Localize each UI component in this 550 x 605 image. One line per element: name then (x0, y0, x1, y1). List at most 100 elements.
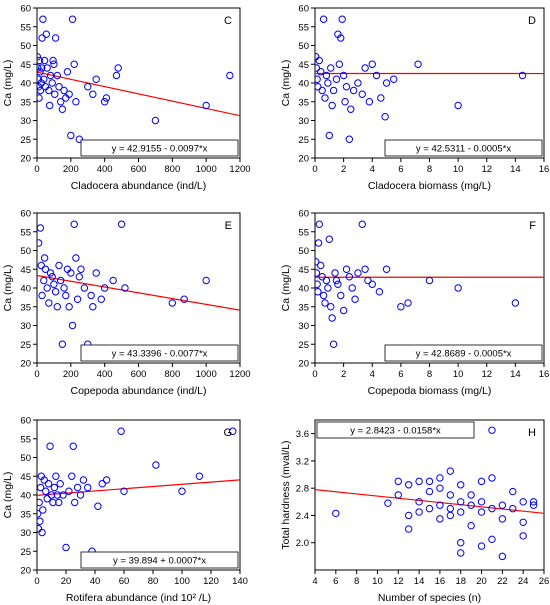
data-point (328, 314, 336, 322)
data-point (446, 491, 455, 499)
data-point (76, 491, 85, 499)
data-point (519, 498, 527, 506)
y-tick-label: 55 (20, 22, 31, 33)
data-point (322, 71, 331, 80)
data-point (67, 131, 75, 140)
x-tick-label: 0 (34, 576, 39, 587)
data-point (327, 303, 335, 311)
data-point (381, 113, 389, 121)
data-point (84, 83, 92, 91)
data-point (37, 79, 45, 87)
data-point (45, 101, 54, 110)
plot-frame (314, 7, 545, 159)
y-tick-label: 40 (298, 284, 309, 295)
data-point (457, 508, 465, 516)
data-point (349, 86, 358, 95)
x-tick-label: 16 (539, 369, 550, 380)
x-tick-label: 16 (539, 164, 550, 175)
data-point (354, 79, 362, 87)
y-tick-label: 45 (20, 472, 31, 483)
data-point (37, 525, 43, 533)
data-point (315, 258, 320, 266)
data-layer (37, 220, 240, 348)
data-point (41, 83, 50, 91)
data-point (92, 75, 100, 83)
data-point (58, 340, 67, 348)
data-point (73, 295, 82, 303)
data-point (75, 135, 83, 143)
data-point (457, 549, 465, 557)
x-tick-label: 100 (174, 576, 190, 587)
data-point (404, 299, 412, 307)
x-tick-label: 10 (372, 576, 383, 587)
data-point (37, 94, 43, 102)
data-point (477, 498, 486, 506)
data-point (334, 280, 342, 288)
data-point (37, 498, 43, 507)
data-point (358, 90, 366, 98)
data-point (68, 472, 76, 480)
y-tick-label: 60 (298, 209, 309, 220)
data-layer (315, 15, 544, 143)
data-point (49, 498, 57, 507)
data-point (151, 116, 160, 125)
data-point (368, 60, 376, 68)
data-point (337, 291, 345, 300)
data-point (56, 480, 64, 488)
data-point (345, 273, 354, 281)
data-point (404, 511, 413, 520)
y-axis-label: Ca (mg/L) (280, 60, 292, 107)
data-point (324, 284, 332, 292)
x-tick-label: 12 (481, 369, 492, 380)
data-point (317, 261, 325, 270)
regression-equation: y = 42.5311 - 0.0005*x (416, 144, 511, 155)
data-point (511, 299, 520, 307)
x-tick-label: 1000 (196, 369, 217, 380)
y-tick-label: 40 (20, 79, 31, 90)
data-point (52, 472, 60, 480)
data-point (109, 276, 117, 285)
data-point (457, 539, 465, 547)
data-point (39, 15, 47, 23)
data-point (345, 135, 354, 143)
data-point (53, 303, 61, 311)
data-point (46, 269, 55, 277)
y-tick-label: 30 (298, 321, 309, 332)
data-point (329, 86, 338, 95)
x-axis-label: Cladocera biomass (mg/L) (368, 180, 491, 192)
panel-C: 0 200 400 600 800 1000 1200 20 25 30 35 40 45 50 55 60 C… (2, 4, 251, 193)
panel-letter: D (528, 15, 536, 27)
data-layer (315, 426, 544, 561)
data-point (436, 515, 444, 523)
data-point (317, 68, 325, 76)
data-point (425, 477, 434, 486)
data-point (202, 101, 210, 110)
data-point (38, 64, 46, 72)
x-tick-label: 10 (453, 369, 464, 380)
x-tick-label: 600 (131, 369, 147, 380)
data-point (361, 64, 369, 72)
y-tick-label: 60 (20, 416, 31, 427)
data-point (49, 56, 57, 65)
data-point (37, 53, 42, 61)
data-point (37, 68, 44, 76)
data-point (315, 220, 323, 228)
data-point (63, 265, 72, 273)
y-axis-label: Ca (mg/L) (280, 265, 292, 312)
data-point (43, 64, 51, 72)
data-point (321, 299, 329, 307)
y-tick-label: 30 (298, 116, 309, 127)
data-point (94, 502, 102, 510)
y-tick-label: 50 (20, 41, 31, 52)
data-point (519, 532, 527, 540)
data-point (38, 34, 46, 42)
x-axis-label: Cladocera abundance (ind/L) (71, 180, 206, 192)
data-point (202, 276, 210, 285)
data-point (39, 506, 47, 514)
x-tick-label: 4 (312, 576, 317, 587)
data-point (37, 510, 42, 518)
plot-frame (314, 419, 545, 571)
data-point (339, 71, 348, 80)
data-point (404, 481, 413, 489)
data-point (67, 269, 75, 277)
